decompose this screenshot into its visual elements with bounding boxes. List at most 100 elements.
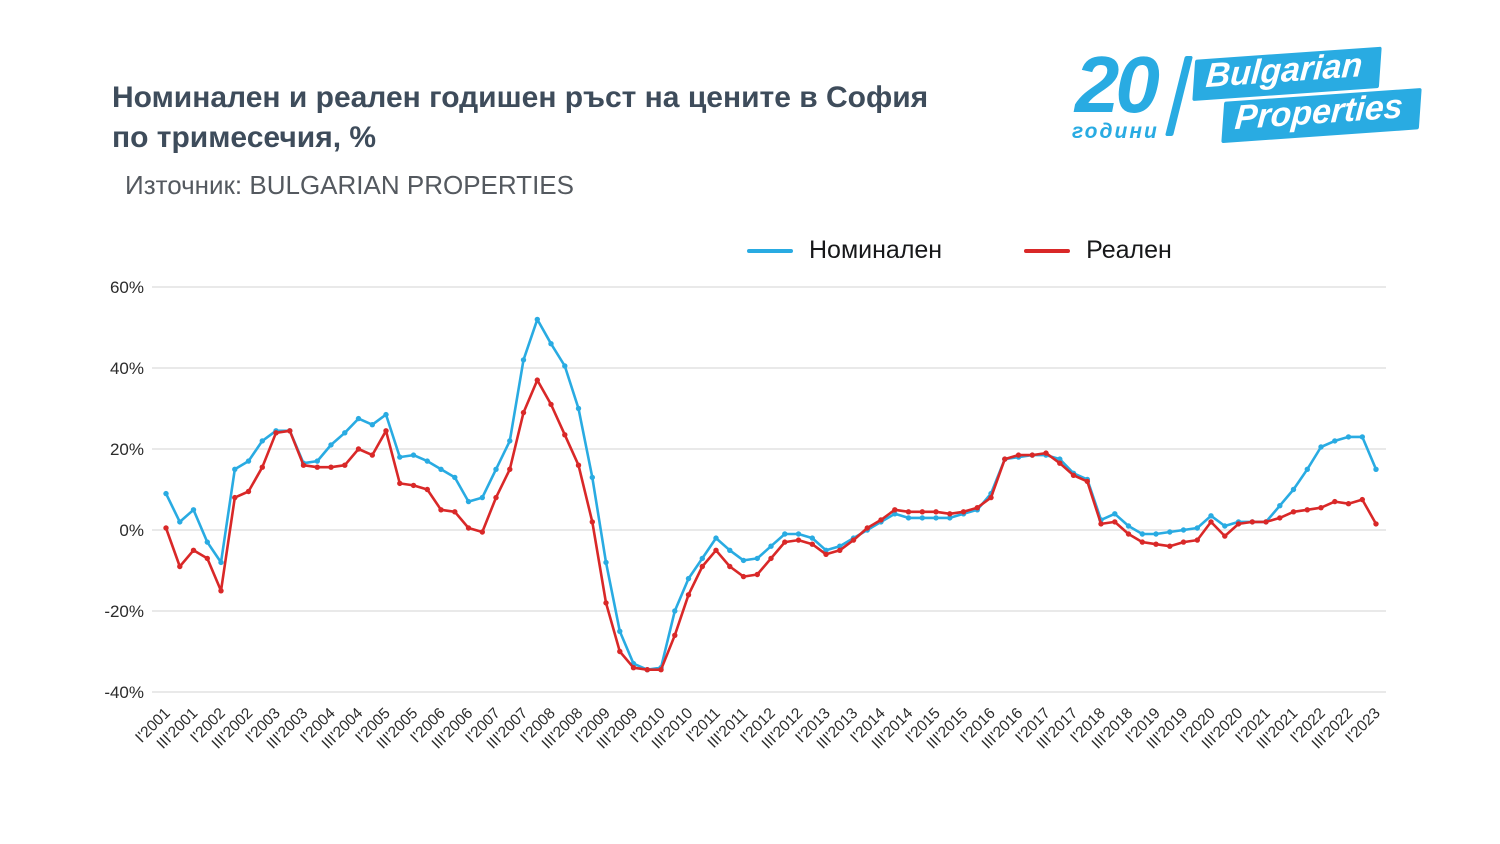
y-axis-label: -40% <box>104 683 144 702</box>
y-axis-label: 0% <box>119 521 144 540</box>
data-point <box>314 458 320 464</box>
y-axis-label: -20% <box>104 602 144 621</box>
data-point <box>520 409 527 416</box>
data-point <box>1167 543 1173 549</box>
data-point <box>424 458 430 464</box>
data-point <box>548 401 554 408</box>
data-point <box>342 430 348 436</box>
data-point <box>960 509 967 515</box>
data-point <box>919 515 925 521</box>
data-point <box>1153 531 1159 537</box>
data-point <box>1057 460 1063 466</box>
data-point <box>685 592 692 598</box>
data-point <box>864 525 870 531</box>
data-point <box>1112 519 1118 525</box>
legend-label: Реален <box>1086 236 1172 264</box>
data-point <box>259 464 265 470</box>
data-point <box>397 454 403 460</box>
data-point <box>452 509 458 515</box>
data-point <box>397 480 403 487</box>
data-point <box>947 515 953 521</box>
data-point <box>534 316 540 323</box>
data-point <box>589 519 595 525</box>
page-title-line2: по тримесечия, % <box>112 120 377 154</box>
legend-item-nominal: Номинален <box>747 236 942 265</box>
series-line-nominal <box>164 318 1378 671</box>
data-point <box>589 474 595 481</box>
data-point <box>218 559 224 566</box>
data-point <box>809 535 815 541</box>
data-point <box>1290 486 1297 493</box>
data-point <box>1345 434 1352 440</box>
data-point <box>328 442 334 448</box>
data-point <box>190 507 197 513</box>
data-point <box>245 488 252 495</box>
data-point <box>287 428 293 434</box>
data-point <box>438 507 444 513</box>
data-point <box>672 632 678 638</box>
data-point <box>1345 501 1352 507</box>
data-point <box>672 608 678 614</box>
series-line-real <box>164 378 1378 671</box>
data-point <box>795 531 802 537</box>
data-point <box>713 535 719 541</box>
data-point <box>507 466 513 472</box>
data-point <box>1373 521 1379 527</box>
data-point <box>520 357 527 363</box>
logo-20-number: 20 <box>1074 40 1160 129</box>
data-point <box>1277 503 1283 509</box>
legend-swatch <box>747 248 793 253</box>
legend-label: Номинален <box>809 236 943 264</box>
data-point <box>727 563 733 570</box>
data-point <box>328 464 334 470</box>
data-point <box>410 482 417 489</box>
data-point <box>1373 466 1379 472</box>
data-point <box>1332 438 1338 444</box>
data-point <box>768 555 774 562</box>
data-point <box>1029 452 1036 458</box>
data-point <box>795 537 802 543</box>
data-point <box>644 667 650 673</box>
data-point <box>1139 531 1146 537</box>
data-point <box>438 466 444 472</box>
data-point <box>507 438 513 444</box>
data-point <box>410 452 417 458</box>
data-point <box>1359 496 1366 503</box>
data-point <box>658 667 664 673</box>
data-point <box>809 541 815 547</box>
data-point <box>204 555 210 562</box>
data-point <box>905 509 912 515</box>
chart-legend: Номинален Реален <box>747 236 1172 265</box>
data-point <box>465 498 472 505</box>
data-point <box>754 571 760 578</box>
data-point <box>1125 531 1132 537</box>
data-point <box>1208 519 1214 525</box>
data-point <box>355 446 362 452</box>
data-point <box>823 547 829 553</box>
data-point <box>974 505 980 511</box>
data-point <box>1318 444 1324 450</box>
data-point <box>548 341 554 347</box>
data-point <box>713 547 719 553</box>
data-point <box>603 559 609 566</box>
data-point <box>1084 478 1091 485</box>
data-point <box>740 573 747 580</box>
data-point <box>837 547 843 553</box>
data-point <box>1359 434 1366 440</box>
data-point <box>1318 505 1324 511</box>
data-point <box>232 494 238 501</box>
data-point <box>562 432 568 438</box>
data-point <box>823 551 829 557</box>
data-point <box>562 363 568 369</box>
data-point <box>754 555 760 562</box>
page-title: Номинален и реален годишен ръст на ценит… <box>112 78 928 157</box>
data-point <box>768 543 774 549</box>
data-point <box>727 547 733 553</box>
data-point <box>1290 509 1297 515</box>
data-point <box>1208 513 1214 519</box>
data-point <box>424 486 430 493</box>
data-point <box>1167 529 1173 535</box>
data-point <box>1304 507 1311 513</box>
